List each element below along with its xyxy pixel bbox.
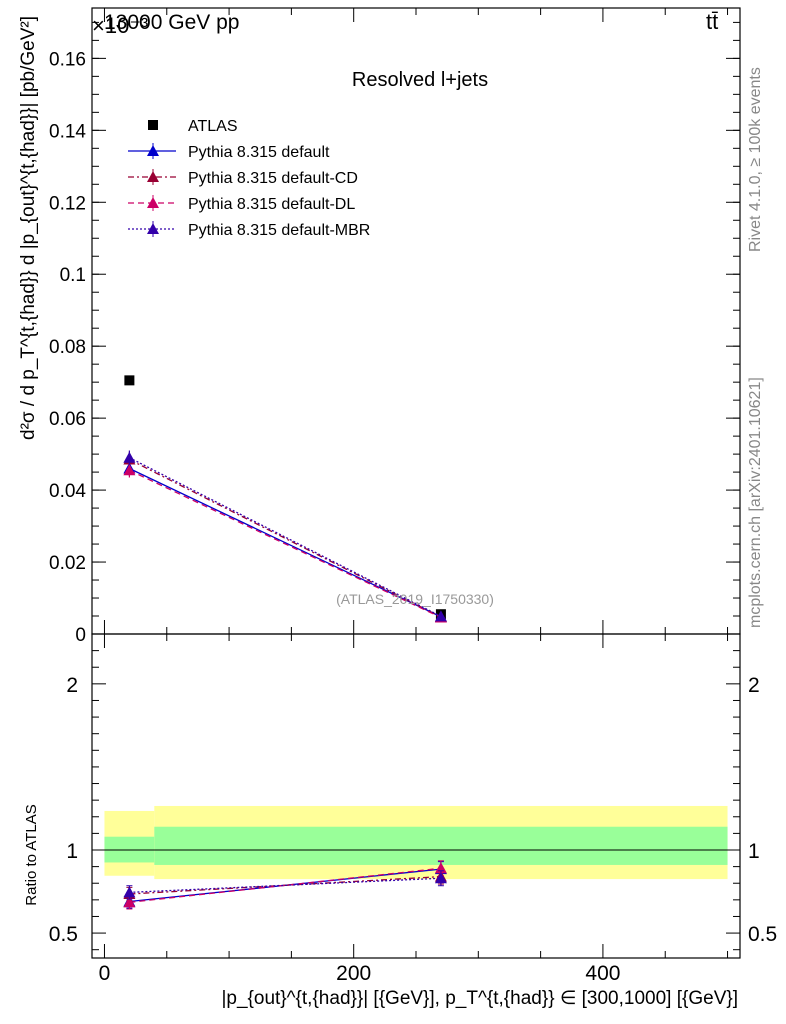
ratio-xtick-label: 0: [99, 962, 111, 985]
chart-title: Resolved l+jets: [352, 69, 488, 91]
main-series-line-2: [129, 458, 442, 618]
ratio-ylabel: Ratio to ATLAS: [23, 804, 40, 905]
main-series-line-3: [129, 469, 442, 619]
ratio-series-line-1: [129, 875, 441, 895]
legend-label: Pythia 8.315 default-DL: [188, 196, 355, 213]
exponent-label: ×10⁻³: [92, 13, 148, 38]
uncertainty-band-green: [154, 826, 728, 865]
ratio-ytick-label: 0.5: [49, 923, 78, 946]
analysis-label: (ATLAS_2019_I1750330): [336, 591, 494, 607]
process-label: tt̄: [706, 9, 718, 34]
ratio-xtick-label: 400: [585, 962, 620, 985]
x-axis-label: |p_{out}^{t,{had}}| [{GeV}], p_T^{t,{had…: [221, 988, 738, 1009]
main-ytick-label: 0.16: [49, 49, 86, 70]
energy-label: 13000 GeV pp: [104, 11, 239, 34]
legend-label: Pythia 8.315 default-CD: [188, 170, 358, 187]
mc-point: [123, 451, 136, 463]
main-ytick-label: 0.08: [49, 337, 86, 358]
legend-marker-triangle: [147, 223, 159, 234]
ratio-ytick-label-right: 0.5: [748, 923, 777, 946]
main-ytick-label: 0: [75, 625, 86, 646]
ratio-ytick-label-right: 2: [748, 674, 760, 697]
legend-label: ATLAS: [188, 118, 238, 135]
rivet-label: Rivet 4.1.0, ≥ 100k events: [747, 67, 764, 252]
main-ylabel: d²σ / d p_T^{t,{had}} d |p_{out}^{t,{had…: [18, 16, 39, 440]
legend: ATLAS Pythia 8.315 default Pythia 8.315 de…: [128, 118, 370, 239]
ratio-point: [434, 872, 447, 884]
ratio-series-line-2: [129, 867, 441, 903]
data-point: [124, 375, 135, 386]
ratio-xtick-label: 200: [336, 962, 371, 985]
main-ytick-label: 0.14: [49, 121, 86, 142]
mc-point: [123, 464, 136, 476]
main-ytick-label: 0.02: [49, 553, 86, 574]
ratio-panel: 0.5 0.5 1 1 2 2 0 200 400 Ratio to ATLAS |p_{out…: [23, 633, 777, 1009]
main-ytick-label: 0.06: [49, 409, 86, 430]
ratio-ytick-label-right: 1: [748, 840, 760, 863]
ratio-point: [123, 896, 136, 908]
legend-marker-triangle: [147, 145, 159, 156]
legend-label: Pythia 8.315 default: [188, 144, 330, 161]
ratio-ytick-label: 2: [66, 674, 78, 697]
main-ytick-label: 0.12: [49, 193, 86, 214]
legend-marker-triangle: [147, 171, 159, 182]
ratio-frame: [91, 633, 741, 959]
main-series-line-1: [129, 467, 442, 618]
main-ytick-label: 0.04: [49, 481, 86, 502]
mcplots-label: mcplots.cern.ch [arXiv:2401.10621]: [747, 377, 764, 628]
ratio-point: [123, 886, 136, 898]
main-panel: 0 0.02 0.04 0.06 0.08 0.1 0.12 0.14 0.16 d²σ / d…: [18, 7, 741, 646]
legend-label: Pythia 8.315 default-MBR: [188, 222, 370, 239]
legend-marker-triangle: [147, 197, 159, 208]
main-ytick-label: 0.1: [60, 265, 86, 286]
mc-point: [434, 610, 447, 622]
main-frame: [91, 7, 741, 635]
legend-marker-square: [148, 120, 158, 130]
ratio-ytick-label: 1: [66, 840, 78, 863]
